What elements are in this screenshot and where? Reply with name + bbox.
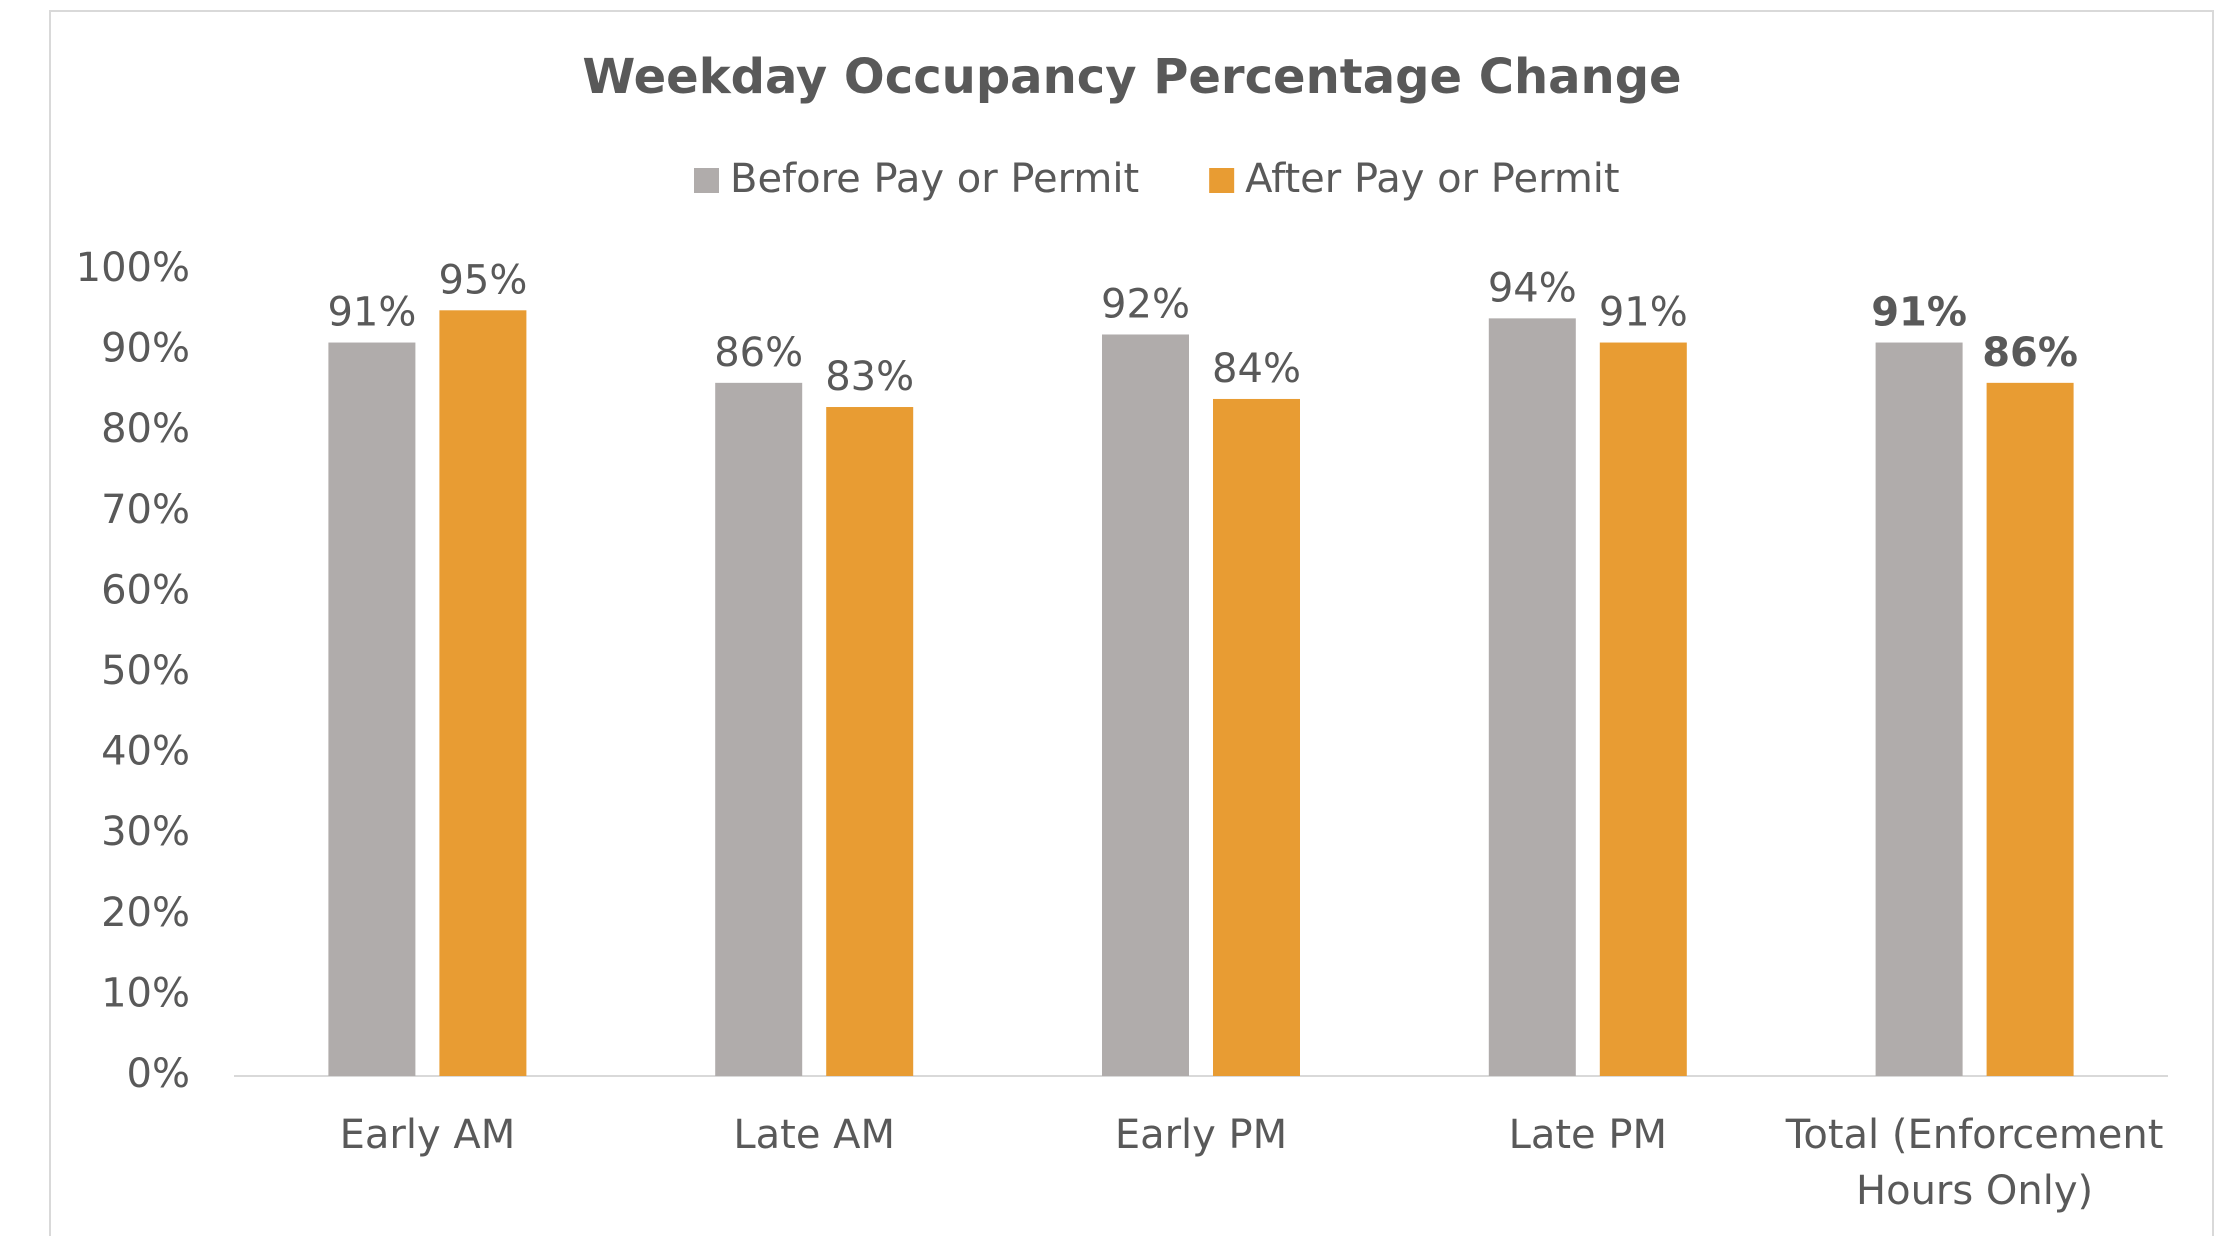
x-tick-label: Total (Enforcement Hours Only) — [1785, 1112, 2164, 1214]
data-label: 84% — [1212, 346, 1301, 392]
chart-title: Weekday Occupancy Percentage Change — [582, 49, 1681, 105]
bar — [1213, 398, 1300, 1077]
y-tick-label: 10% — [101, 970, 190, 1016]
bar — [1986, 382, 2074, 1077]
y-tick-label: 40% — [101, 729, 190, 775]
bar — [715, 382, 803, 1077]
bar — [1875, 342, 1963, 1076]
y-tick-label: 0% — [127, 1051, 190, 1097]
data-label: 95% — [438, 257, 527, 303]
data-label: 91% — [1871, 290, 1967, 336]
data-label: 91% — [327, 290, 416, 336]
y-tick-label: 80% — [101, 406, 190, 452]
y-tick-label: 20% — [101, 890, 190, 936]
x-tick-label: Early PM — [1115, 1112, 1287, 1158]
bar — [826, 407, 914, 1076]
y-tick-label: 90% — [101, 326, 190, 372]
data-label: 92% — [1101, 281, 1190, 327]
bar — [328, 342, 416, 1076]
data-label: 94% — [1488, 265, 1577, 311]
bar — [439, 310, 527, 1076]
data-label: 86% — [1982, 330, 2078, 376]
y-tick-label: 50% — [101, 648, 190, 694]
y-tick-label: 30% — [101, 809, 190, 855]
x-tick-label: Late PM — [1509, 1112, 1667, 1158]
y-tick-label: 100% — [76, 245, 190, 291]
data-label: 83% — [825, 354, 914, 400]
bar — [1488, 318, 1576, 1076]
data-label: 86% — [714, 330, 803, 376]
legend-label: Before Pay or Permit — [730, 156, 1139, 202]
y-tick-label: 60% — [101, 567, 190, 613]
data-label: 91% — [1599, 290, 1688, 336]
legend-swatch — [1209, 168, 1235, 193]
x-tick-label: Early AM — [340, 1112, 516, 1158]
legend-label: After Pay or Permit — [1245, 156, 1619, 202]
x-tick-label: Late AM — [733, 1112, 895, 1158]
legend-swatch — [694, 168, 719, 193]
bar — [1102, 334, 1189, 1077]
y-tick-label: 70% — [101, 487, 190, 533]
bar — [1599, 342, 1687, 1076]
